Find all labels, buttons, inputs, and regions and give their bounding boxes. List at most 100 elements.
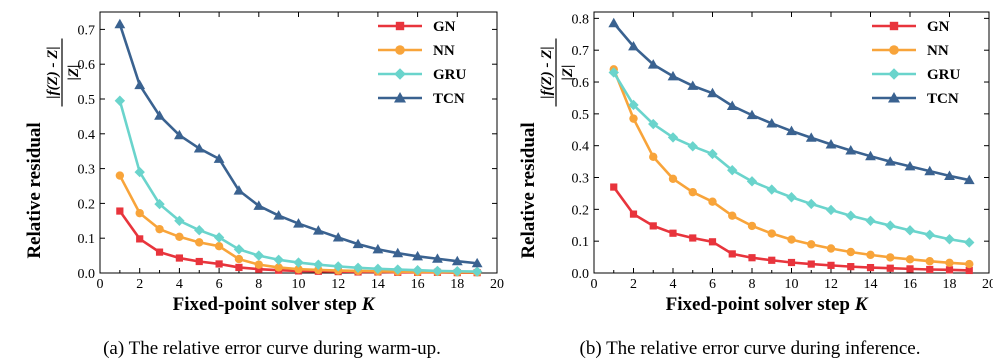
point-gn [629,210,638,218]
point-tcn [332,232,344,242]
point-tcn [628,40,639,51]
point-nn [886,253,895,262]
point-gn [748,254,756,262]
point-gn [610,183,618,191]
point-gru [471,266,483,277]
chart-warm-up: 0 2 4 6 8 10 12 14 16 18 20 0.0 0.1 0.2 0.3 0.4 0.5 0.6 0.… [24,11,504,359]
point-gn [827,261,835,269]
point-gru [608,67,619,78]
point-gn [669,229,677,237]
point-gn [136,235,144,243]
point-gn [255,265,263,273]
point-gn [926,265,934,274]
point-gru [412,265,423,276]
point-gru [352,262,364,273]
legend-marker-gru [394,68,406,80]
point-tcn [944,170,955,180]
point-gn [215,260,223,268]
y-tick-label: 0.7 [78,23,96,38]
point-tcn [608,17,620,28]
x-tick-label: 4 [176,277,183,292]
legend-label-nn: NN [433,43,455,59]
x-axis-variable: K [361,294,376,315]
point-gn [689,234,697,242]
x-tick-label: 2 [136,277,143,292]
y-tick-label: 0.1 [78,232,96,247]
point-gru [944,234,955,245]
legend-label-gn: GN [433,19,456,35]
point-tcn [884,156,896,166]
y-tick-label: 0.1 [572,235,590,250]
point-gru [432,265,443,277]
point-nn [214,242,224,251]
point-nn [234,254,244,264]
point-nn [708,197,717,206]
point-gru [687,141,698,152]
y-tick-label: 0.8 [572,12,590,27]
point-nn [925,257,934,266]
point-tcn [451,255,463,266]
point-tcn [825,139,837,149]
y-tick-label: 0.5 [572,108,590,123]
y-tick-label: 0.3 [78,163,96,178]
point-tcn [647,59,659,69]
point-gru [924,229,935,241]
point-tcn [213,153,225,163]
point-nn [135,208,144,218]
point-gn [787,258,796,267]
legend-label-gn: GN [927,19,950,35]
point-nn [254,260,263,269]
legend-marker-gru [888,68,900,80]
point-nn [747,221,757,231]
point-nn [115,171,125,180]
point-nn [846,247,855,257]
point-nn [826,244,836,253]
x-tick-label: 14 [371,277,385,292]
point-tcn [687,80,699,90]
x-tick-label: 10 [785,277,799,292]
point-gn [945,266,954,274]
point-nn [945,258,954,268]
x-tick-label: 18 [943,277,957,292]
point-gru [885,220,896,231]
point-tcn [904,160,916,171]
point-tcn [865,150,876,161]
x-axis-label: Fixed-point solver step K [666,294,869,315]
point-gn [175,254,183,262]
y-tick-label: 0.6 [572,76,590,91]
y-tick-label: 0.4 [572,140,590,155]
x-tick-label: 18 [450,277,464,292]
y-tick-label: 0.6 [78,58,96,73]
point-tcn [432,253,443,263]
x-tick-label: 20 [982,277,993,292]
fraction-denominator: |Z| [66,65,82,81]
point-tcn [963,174,975,185]
point-nn [965,259,974,269]
x-axis-label: Fixed-point solver step K [173,294,376,315]
point-gn [965,266,973,275]
point-gru [746,176,758,187]
point-gru [452,266,463,277]
point-gn [866,263,875,272]
point-gn [116,207,124,215]
point-tcn [845,145,857,155]
x-tick-label: 16 [903,277,917,292]
point-gn [807,260,815,268]
legend-label-gru: GRU [927,67,961,83]
point-gru [194,224,205,236]
x-tick-label: 20 [490,277,504,292]
point-gn [768,256,776,264]
x-tick-label: 6 [216,277,223,292]
point-tcn [273,210,285,220]
point-gn [906,265,914,273]
point-nn [195,238,204,247]
point-gru [806,198,817,210]
point-gru [845,210,856,221]
y-tick-label: 0.5 [78,93,96,108]
point-tcn [707,87,718,98]
point-nn [866,250,875,260]
point-tcn [154,110,165,120]
x-tick-label: 4 [670,277,677,292]
y-tick-label: 0.7 [572,44,590,59]
y-axis-fraction: |f(Z) - Z| |Z| [45,38,82,107]
